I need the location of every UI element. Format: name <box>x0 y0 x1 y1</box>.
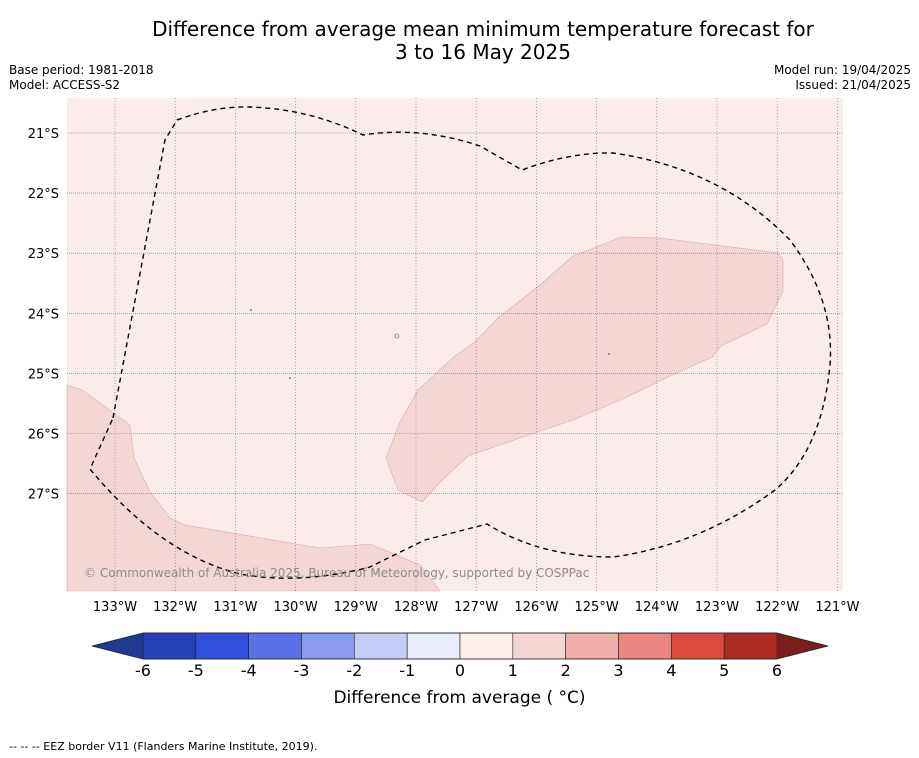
base-period: Base period: 1981-2018 <box>9 63 154 77</box>
model-run: Model run: 19/04/2025 <box>773 63 911 77</box>
colorbar-tick-label: 4 <box>666 661 676 680</box>
colorbar-tick-label: 2 <box>561 661 571 680</box>
colorbar-tick-label: -4 <box>241 661 257 680</box>
copyright-notice: © Commonwealth of Australia 2025, Bureau… <box>84 566 589 580</box>
lon-tick-label: 129°W <box>334 600 378 615</box>
colorbar-tick-label: 1 <box>508 661 518 680</box>
colorbar-tick-label: 5 <box>719 661 729 680</box>
colorbar-tick-label: -1 <box>399 661 415 680</box>
lon-tick-label: 122°W <box>755 600 799 615</box>
colorbar-tick-label: -3 <box>294 661 310 680</box>
lat-tick-label: 23°S <box>28 247 59 262</box>
colorbar-bin <box>354 632 408 660</box>
lat-tick-label: 27°S <box>28 488 59 503</box>
lon-tick-label: 124°W <box>635 600 679 615</box>
anomaly-speck <box>394 333 400 339</box>
colorbar-tick-labels: -6 -5 -4 -3 -2 -1 0 1 2 3 4 5 6 <box>135 661 782 680</box>
colorbar-extend-high <box>777 633 828 659</box>
anomaly-area-southwest <box>66 384 441 592</box>
title-line-2: 3 to 16 May 2025 <box>395 40 571 64</box>
colorbar-bin <box>301 632 355 660</box>
colorbar-bin <box>459 632 514 660</box>
eez-legend-note: -- -- -- EEZ border V11 (Flanders Marine… <box>9 740 318 753</box>
lat-tick-label: 21°S <box>28 127 59 142</box>
colorbar-tick-label: -5 <box>188 661 204 680</box>
anomaly-speck <box>250 309 252 311</box>
lat-tick-label: 24°S <box>28 307 59 322</box>
lon-tick-label: 133°W <box>93 600 137 615</box>
colorbar-bin <box>512 632 566 660</box>
anomaly-speck <box>289 377 291 379</box>
lon-tick-label: 123°W <box>695 600 739 615</box>
model-name: Model: ACCESS-S2 <box>9 78 121 92</box>
colorbar-bin <box>671 632 725 660</box>
colorbar-tick-label: 3 <box>613 661 623 680</box>
issued-date: Issued: 21/04/2025 <box>795 78 911 92</box>
lat-tick-label: 22°S <box>28 187 59 202</box>
lon-tick-label: 121°W <box>815 600 859 615</box>
lon-tick-label: 126°W <box>514 600 558 615</box>
colorbar: -6 -5 -4 -3 -2 -1 0 1 2 3 4 5 6 <box>91 632 829 680</box>
colorbar-tick-label: 0 <box>455 661 465 680</box>
lon-tick-label: 130°W <box>274 600 318 615</box>
lon-tick-label: 128°W <box>394 600 438 615</box>
colorbar-tick-label: -6 <box>135 661 151 680</box>
graticule <box>67 98 843 591</box>
lat-tick-label: 26°S <box>28 428 59 443</box>
title-line-1: Difference from average mean minimum tem… <box>152 17 814 41</box>
meta-right: Model run: 19/04/2025 Issued: 21/04/2025 <box>774 63 911 93</box>
colorbar-bin <box>723 632 778 660</box>
colorbar-bin <box>195 632 249 660</box>
colorbar-outline <box>91 632 829 660</box>
colorbar-tick-label: 6 <box>772 661 782 680</box>
anomaly-areas <box>66 236 784 592</box>
lon-tick-label: 125°W <box>575 600 619 615</box>
chart-title: Difference from average mean minimum tem… <box>0 18 919 64</box>
colorbar-bin <box>565 632 619 660</box>
anomaly-area-central <box>385 236 784 503</box>
colorbar-tick-label: -2 <box>346 661 362 680</box>
eez-border <box>89 106 832 579</box>
lon-tick-label: 127°W <box>454 600 498 615</box>
colorbar-extend-low <box>92 633 143 659</box>
colorbar-bins <box>142 632 778 660</box>
colorbar-bin <box>406 632 461 660</box>
colorbar-label: Difference from average ( °C) <box>333 688 586 708</box>
colorbar-bin <box>142 632 197 660</box>
lon-tick-label: 131°W <box>213 600 257 615</box>
latitude-tick-labels: 21°S 22°S 23°S 24°S 25°S 26°S 27°S <box>28 127 59 503</box>
longitude-tick-labels: 133°W 132°W 131°W 130°W 129°W 128°W 127°W 126°W… <box>93 600 860 615</box>
colorbar-bin <box>248 632 302 660</box>
anomaly-speck <box>608 353 610 355</box>
lat-tick-label: 25°S <box>28 367 59 382</box>
map-background <box>67 98 843 591</box>
colorbar-bin <box>618 632 672 660</box>
meta-left: Base period: 1981-2018 Model: ACCESS-S2 <box>9 63 154 93</box>
lon-tick-label: 132°W <box>153 600 197 615</box>
